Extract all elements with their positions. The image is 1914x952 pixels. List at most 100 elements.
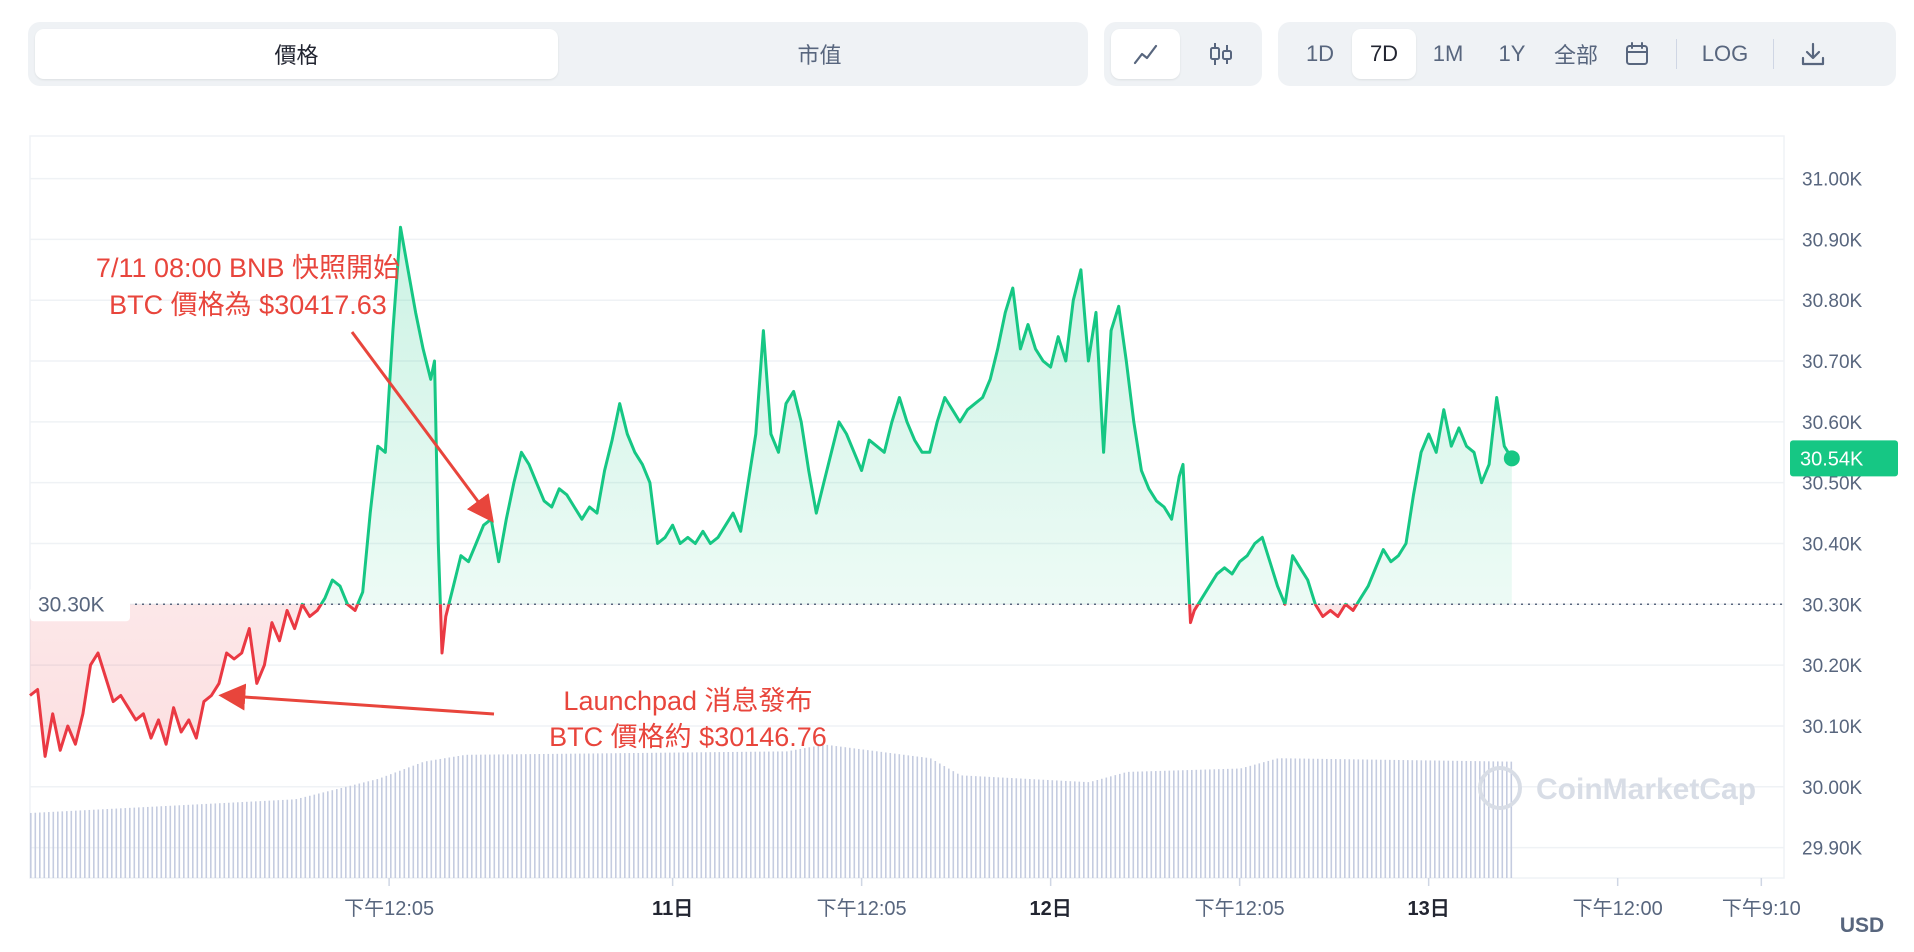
volume-bar	[1380, 759, 1382, 878]
volume-bar	[1402, 760, 1405, 878]
volume-bar	[1177, 770, 1180, 878]
volume-bar	[903, 754, 905, 878]
volume-bar	[1015, 778, 1018, 878]
volume-bar	[241, 802, 244, 878]
annotation-snapshot-line-1: 7/11 08:00 BNB 快照開始	[96, 253, 400, 283]
volume-bar	[354, 784, 356, 878]
volume-bar	[714, 752, 716, 878]
range-1d-button[interactable]: 1D	[1305, 41, 1335, 66]
calendar-button[interactable]	[1608, 29, 1666, 79]
metric-selector: 價格 市值	[28, 22, 1088, 86]
volume-bar	[516, 754, 518, 878]
volume-bar	[475, 754, 478, 878]
volume-bar	[70, 810, 73, 878]
volume-bar	[822, 744, 824, 878]
volume-bar	[777, 751, 779, 878]
volume-bar	[277, 800, 280, 878]
volume-bar	[493, 754, 496, 878]
time-range-selector: 1D 7D 1M 1Y 全部 LOG	[1278, 22, 1896, 86]
volume-bar	[1114, 775, 1117, 878]
volume-bar	[367, 781, 370, 878]
volume-bar	[1236, 768, 1238, 878]
annotation-launchpad-arrow	[218, 683, 495, 716]
volume-bar	[705, 752, 707, 878]
candlestick-chart-button[interactable]	[1186, 29, 1255, 79]
volume-bar	[660, 752, 662, 878]
volume-bar	[421, 762, 424, 878]
volume-bar	[448, 757, 451, 878]
volume-bar	[1501, 761, 1504, 878]
volume-bar	[133, 807, 136, 878]
volume-bar	[160, 806, 163, 878]
volume-bar	[1024, 778, 1027, 878]
baseline-label-bg	[30, 587, 130, 622]
volume-bar	[1299, 758, 1301, 878]
volume-bar	[156, 806, 158, 878]
volume-bar	[1263, 762, 1265, 878]
volume-bars	[30, 744, 1513, 878]
chart-type-selector	[1104, 22, 1262, 86]
volume-bar	[480, 754, 482, 878]
volume-bar	[1497, 761, 1499, 878]
volume-bar	[1092, 781, 1094, 878]
volume-bar	[205, 803, 208, 878]
volume-bar	[979, 776, 982, 878]
volume-bar	[115, 808, 118, 878]
y-tick-label: 30.90K	[1802, 230, 1863, 251]
volume-bar	[826, 744, 829, 878]
download-button[interactable]	[1784, 29, 1842, 79]
volume-bar	[624, 753, 626, 878]
volume-bar	[88, 809, 91, 878]
volume-bar	[795, 749, 797, 878]
volume-bar	[1461, 760, 1463, 878]
range-1y-button[interactable]: 1Y	[1498, 41, 1526, 66]
range-7d-button[interactable]: 7D	[1352, 29, 1416, 79]
volume-bar	[993, 777, 995, 878]
volume-bar	[633, 753, 635, 878]
current-price-dot	[1503, 450, 1520, 467]
volume-bar	[331, 790, 334, 878]
volume-bar	[223, 802, 226, 878]
volume-bar	[1101, 778, 1103, 878]
volume-bar	[93, 809, 95, 878]
volume-bar	[570, 753, 572, 878]
volume-bar	[250, 801, 253, 878]
volume-bar	[1452, 760, 1454, 878]
volume-bar	[849, 747, 851, 878]
plot-frame	[29, 135, 1785, 879]
volume-bar	[1285, 758, 1288, 878]
baseline-label: 30.30K	[30, 587, 130, 622]
volume-bar	[1420, 760, 1423, 878]
y-tick-label: 30.00K	[1802, 778, 1863, 799]
volume-bar	[957, 773, 959, 878]
y-tick-label: 29.90K	[1802, 839, 1863, 860]
range-all-button[interactable]: 全部	[1553, 43, 1598, 68]
volume-bar	[196, 804, 199, 878]
volume-bar	[948, 768, 950, 878]
x-tick-label: 下午12:05	[344, 897, 434, 920]
price-line-down	[29, 604, 1359, 758]
volume-bar	[174, 805, 176, 878]
log-scale-button[interactable]: LOG	[1701, 41, 1749, 66]
volume-bar	[1231, 768, 1234, 878]
line-chart-button[interactable]	[1111, 29, 1180, 79]
volume-bar	[655, 752, 658, 878]
volume-bar	[1290, 758, 1292, 878]
tab-market-cap[interactable]: 市值	[797, 43, 842, 68]
volume-bar	[862, 749, 865, 878]
range-1m-button[interactable]: 1M	[1432, 41, 1464, 66]
annotation-snapshot: 7/11 08:00 BNB 快照開始 BTC 價格為 $30417.63	[96, 253, 494, 523]
volume-bar	[853, 748, 856, 878]
candlestick-chart-icon	[1209, 43, 1232, 65]
y-tick-label: 30.80K	[1802, 291, 1863, 312]
volume-bar	[282, 799, 284, 878]
volume-bar	[426, 761, 428, 878]
volume-bar	[1389, 759, 1391, 878]
volume-bar	[219, 803, 221, 878]
tab-price[interactable]: 價格	[35, 29, 558, 79]
volume-bar	[1488, 761, 1490, 878]
volume-bar	[237, 802, 239, 878]
volume-bar	[1155, 771, 1157, 878]
volume-bar	[111, 808, 113, 878]
